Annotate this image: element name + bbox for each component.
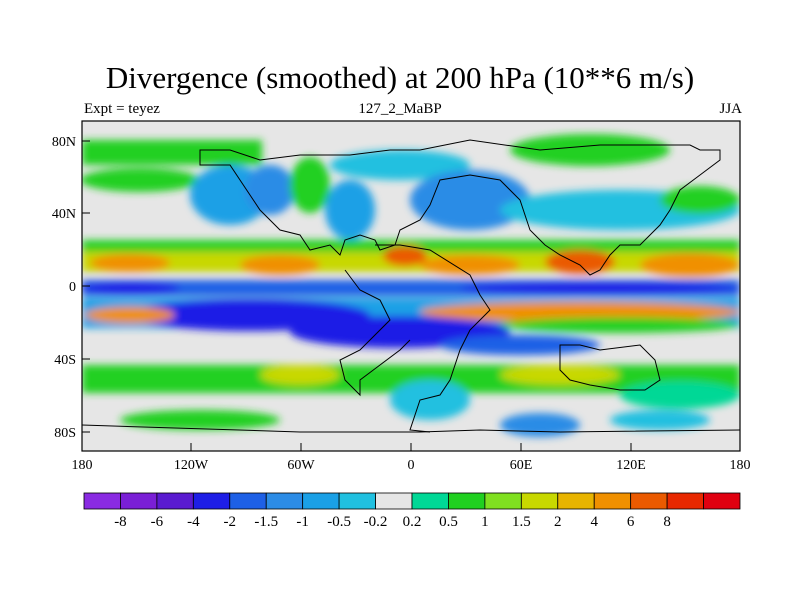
colorbar-swatch <box>120 492 158 510</box>
colorbar: -8 -6 -4 -2 -1.5 -1 -0.5 -0.2 0.2 0.5 1 1.5 2 4 6 8 <box>83 492 741 530</box>
colorbar-swatch <box>703 492 741 510</box>
lat-tick-40n: 40N <box>52 207 76 222</box>
colorbar-label: 1.5 <box>512 514 531 530</box>
colorbar-swatch <box>630 492 668 510</box>
experiment-label: Expt = teyez <box>84 101 160 117</box>
plot-title: Divergence (smoothed) at 200 hPa (10**6 … <box>105 60 695 95</box>
colorbar-swatch <box>192 492 231 510</box>
colorbar-label: -0.2 <box>364 514 388 530</box>
colorbar-swatch <box>156 492 194 510</box>
colorbar-label: -6 <box>151 514 164 530</box>
lon-tick-120e: 120E <box>616 458 646 473</box>
colorbar-label: 6 <box>627 514 635 530</box>
colorbar-swatch <box>593 492 632 510</box>
colorbar-label: 0.5 <box>439 514 458 530</box>
season-label: JJA <box>719 101 742 117</box>
longitude-axis: 180 120W 60W 0 60E 120E 180 <box>72 443 751 473</box>
colorbar-label: -1.5 <box>254 514 278 530</box>
colorbar-swatch <box>666 492 704 510</box>
colorbar-swatch <box>411 492 449 510</box>
lon-tick-180w: 180 <box>72 458 93 473</box>
lon-tick-120w: 120W <box>174 458 209 473</box>
lon-tick-180e: 180 <box>730 458 751 473</box>
colorbar-label: 4 <box>590 514 598 530</box>
colorbar-swatch <box>83 492 121 510</box>
colorbar-label: -1 <box>296 514 309 530</box>
colorbar-swatch <box>557 492 595 510</box>
lat-tick-80s: 80S <box>54 426 76 441</box>
lat-tick-40s: 40S <box>54 353 76 368</box>
lat-tick-80n: 80N <box>52 135 76 150</box>
lat-tick-0: 0 <box>69 280 76 295</box>
colorbar-label: -8 <box>114 514 127 530</box>
colorbar-swatch <box>265 492 304 510</box>
lon-tick-0: 0 <box>408 458 415 473</box>
colorbar-label: -0.5 <box>327 514 351 530</box>
colorbar-swatch <box>520 492 559 510</box>
colorbar-swatch <box>302 492 340 510</box>
colorbar-swatch <box>448 492 486 510</box>
lon-tick-60e: 60E <box>510 458 533 473</box>
latitude-axis: 80N 40N 0 40S 80S <box>52 135 90 441</box>
colorbar-label: -2 <box>224 514 237 530</box>
colorbar-label: 2 <box>554 514 562 530</box>
colorbar-label: 1 <box>481 514 489 530</box>
colorbar-label: 8 <box>663 514 671 530</box>
lon-tick-60w: 60W <box>287 458 315 473</box>
period-label: 127_2_MaBP <box>358 101 442 117</box>
colorbar-label: 0.2 <box>403 514 422 530</box>
colorbar-swatch <box>229 492 267 510</box>
colorbar-swatch <box>338 492 376 510</box>
contour-field <box>82 121 740 451</box>
colorbar-label: -4 <box>187 514 200 530</box>
colorbar-swatch <box>484 492 522 510</box>
colorbar-swatch <box>375 492 413 510</box>
